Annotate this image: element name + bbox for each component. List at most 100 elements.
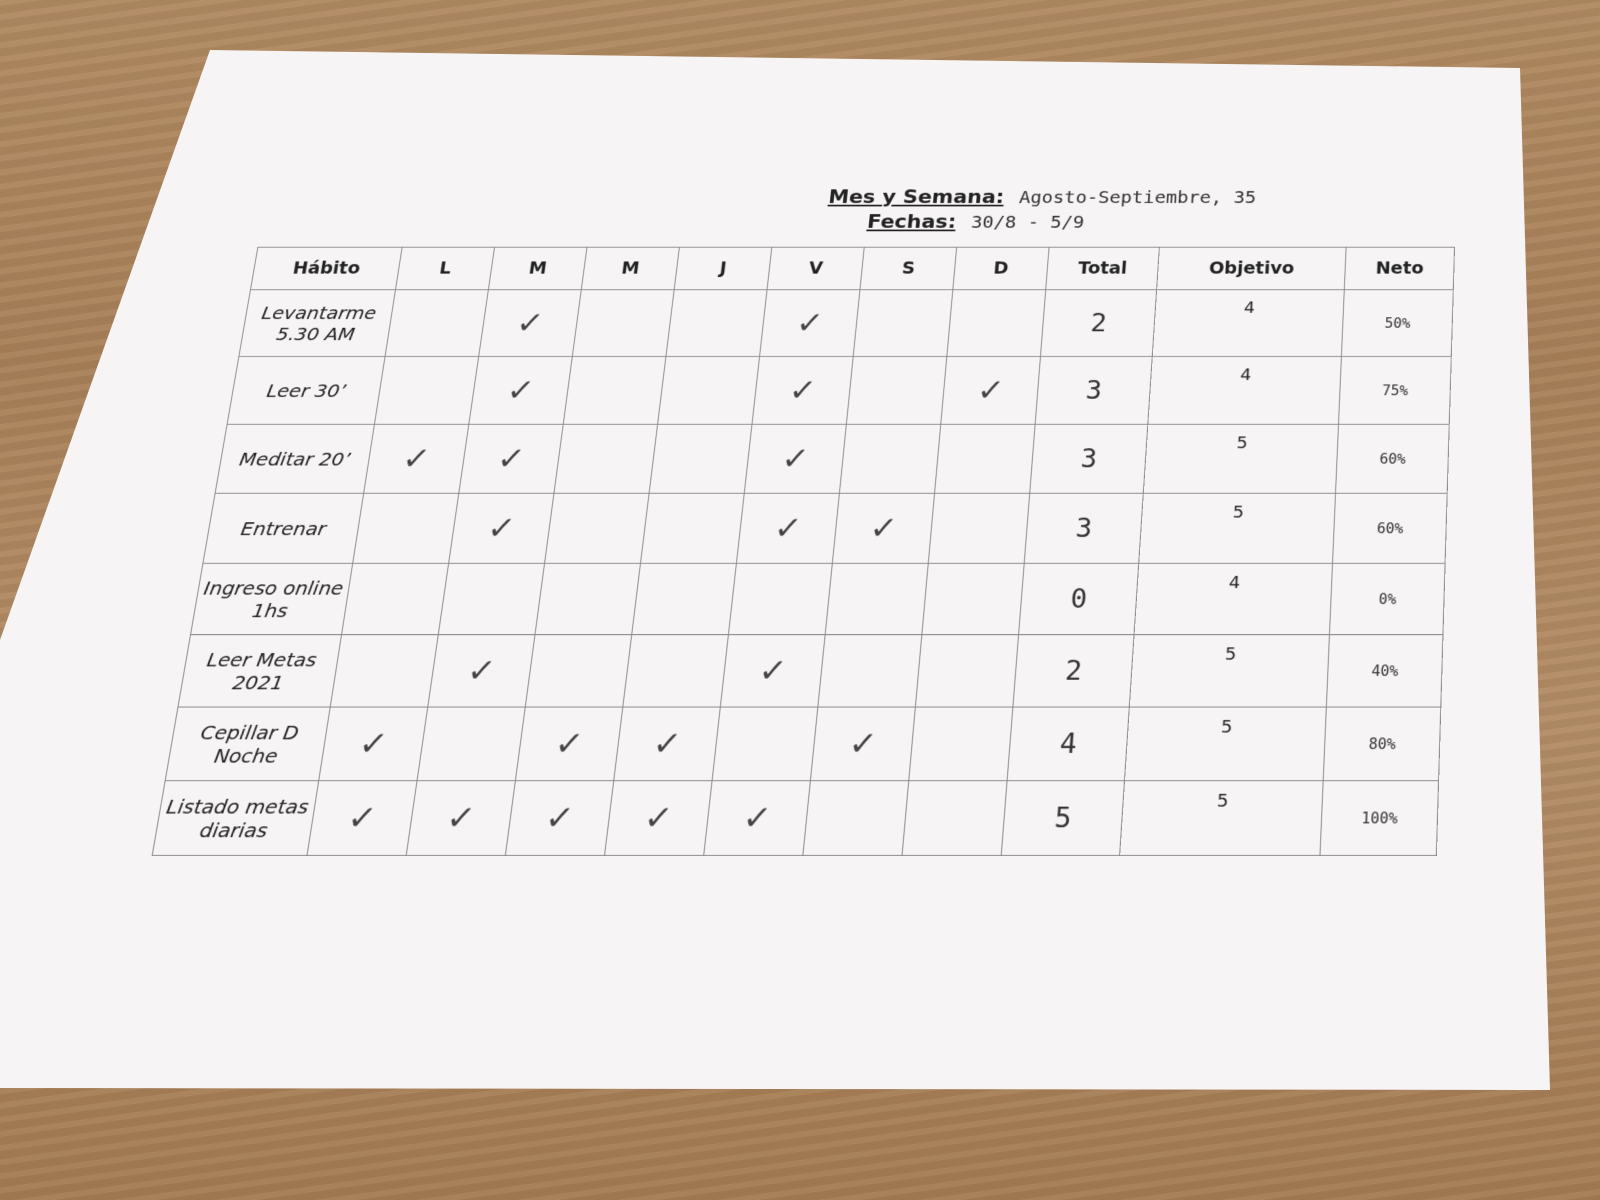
check-mark-icon: ✓ (469, 356, 572, 424)
empty-day-cell (658, 356, 760, 424)
empty-day-cell (342, 563, 449, 634)
table-row: Entrenar ✓ ✓ ✓ 3 5 60% (203, 493, 1447, 563)
column-header: Neto (1344, 247, 1454, 289)
dates-value: 30/8 - 5/9 (970, 212, 1085, 233)
header-row: Hábito L M M J V S D Total Objetivo Neto (250, 247, 1454, 289)
empty-day-cell (947, 290, 1046, 357)
sheet-header: Mes y Semana: Agosto-Septiembre, 35 Fecha… (825, 185, 1257, 235)
column-header: D (953, 247, 1049, 289)
empty-day-cell (572, 290, 674, 357)
habit-name: Listado metas diarias (152, 781, 319, 856)
empty-day-cell (438, 563, 544, 634)
check-mark-icon: ✓ (319, 707, 428, 781)
check-mark-icon: ✓ (736, 493, 839, 563)
check-mark-icon: ✓ (505, 781, 613, 856)
total-value: 3 (1035, 356, 1152, 424)
total-value: 4 (1007, 707, 1129, 781)
net-value: 80% (1323, 707, 1440, 781)
empty-day-cell (554, 424, 658, 493)
week-value: Agosto-Septiembre, 35 (1018, 187, 1256, 207)
net-value: 75% (1339, 356, 1452, 424)
empty-day-cell (909, 707, 1013, 781)
table-row: Levantarme 5.30 AM ✓ ✓ 2 4 50% (239, 290, 1453, 357)
table-row: Leer Metas 2021 ✓ ✓ 2 5 40% (178, 635, 1443, 707)
column-header: J (674, 247, 772, 289)
objective-value: 5 (1143, 424, 1339, 493)
empty-day-cell (545, 493, 650, 563)
check-mark-icon: ✓ (459, 424, 563, 493)
check-mark-icon: ✓ (406, 781, 515, 856)
empty-day-cell (330, 635, 438, 707)
empty-day-cell (563, 356, 666, 424)
net-value: 60% (1333, 493, 1447, 563)
objective-value: 5 (1119, 781, 1323, 856)
check-mark-icon: ✓ (605, 781, 713, 856)
week-label: Mes y Semana: (827, 187, 1005, 208)
check-mark-icon: ✓ (832, 493, 934, 563)
habit-table: Hábito L M M J V S D Total Objetivo Neto Levantarm… (152, 247, 1455, 856)
check-mark-icon: ✓ (744, 424, 846, 493)
empty-day-cell (728, 563, 832, 634)
empty-day-cell (385, 290, 488, 357)
objective-value: 4 (1134, 563, 1333, 634)
column-header: Total (1046, 247, 1160, 289)
habit-name: Cepillar D Noche (165, 707, 330, 781)
check-mark-icon: ✓ (479, 290, 582, 357)
check-mark-icon: ✓ (428, 635, 535, 707)
empty-day-cell (853, 290, 953, 357)
objective-value: 5 (1124, 707, 1326, 781)
empty-day-cell (632, 563, 737, 634)
table-row: Meditar 20’ ✓ ✓ ✓ 3 5 60% (215, 424, 1449, 493)
habit-name: Meditar 20’ (215, 424, 374, 493)
check-mark-icon: ✓ (449, 493, 554, 563)
check-mark-icon: ✓ (720, 635, 825, 707)
empty-day-cell (915, 635, 1018, 707)
empty-day-cell (666, 290, 767, 357)
empty-day-cell (640, 493, 744, 563)
net-value: 60% (1336, 424, 1450, 493)
empty-day-cell (374, 356, 478, 424)
dates-label: Fechas: (866, 212, 957, 233)
total-value: 0 (1019, 563, 1139, 634)
empty-day-cell (535, 563, 640, 634)
column-header: M (581, 247, 679, 289)
table-row: Listado metas diarias ✓ ✓ ✓ ✓ ✓ 5 5 100% (152, 781, 1438, 856)
check-mark-icon: ✓ (760, 290, 860, 357)
habit-name: Ingreso online 1hs (191, 563, 353, 634)
table-row: Cepillar D Noche ✓ ✓ ✓ ✓ 4 5 80% (165, 707, 1441, 781)
total-value: 3 (1030, 424, 1148, 493)
table-row: Leer 30’ ✓ ✓ ✓ 3 4 75% (227, 356, 1451, 424)
check-mark-icon: ✓ (614, 707, 721, 781)
empty-day-cell (712, 707, 818, 781)
empty-day-cell (928, 493, 1029, 563)
empty-day-cell (525, 635, 631, 707)
habit-name: Leer 30’ (227, 356, 385, 424)
empty-day-cell (417, 707, 525, 781)
empty-day-cell (353, 493, 459, 563)
empty-day-cell (902, 781, 1007, 856)
net-value: 100% (1320, 781, 1438, 856)
empty-day-cell (922, 563, 1024, 634)
empty-day-cell (825, 563, 928, 634)
objective-value: 4 (1148, 356, 1342, 424)
total-value: 2 (1040, 290, 1156, 357)
habit-name: Leer Metas 2021 (178, 635, 342, 707)
habit-name: Entrenar (203, 493, 364, 563)
empty-day-cell (935, 424, 1036, 493)
check-mark-icon: ✓ (364, 424, 469, 493)
empty-day-cell (818, 635, 922, 707)
empty-day-cell (846, 356, 946, 424)
column-header: V (767, 247, 864, 289)
total-value: 3 (1024, 493, 1143, 563)
empty-day-cell (649, 424, 752, 493)
objective-value: 5 (1129, 635, 1329, 707)
empty-day-cell (623, 635, 729, 707)
objective-value: 4 (1152, 290, 1344, 357)
column-header: S (860, 247, 957, 289)
check-mark-icon: ✓ (752, 356, 853, 424)
objective-value: 5 (1139, 493, 1336, 563)
column-header: Objetivo (1156, 247, 1346, 289)
check-mark-icon: ✓ (704, 781, 811, 856)
net-value: 0% (1330, 563, 1445, 634)
check-mark-icon: ✓ (307, 781, 417, 856)
